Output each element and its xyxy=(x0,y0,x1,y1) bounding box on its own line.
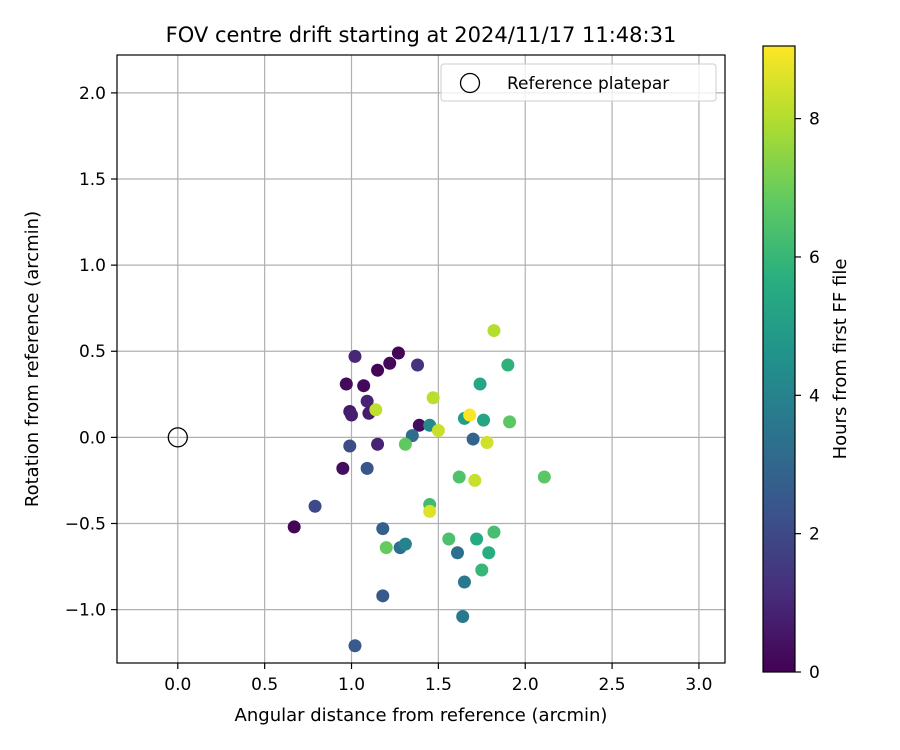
data-point xyxy=(287,520,301,534)
legend-box xyxy=(440,63,717,102)
x-tick-label: 0.5 xyxy=(251,675,278,695)
x-axis-title: Angular distance from reference (arcmin) xyxy=(235,705,608,726)
plot-frame xyxy=(116,54,726,664)
data-point xyxy=(452,470,466,484)
data-point xyxy=(383,356,397,370)
data-point xyxy=(371,437,385,451)
data-point xyxy=(482,546,496,560)
data-points xyxy=(287,324,551,653)
data-point xyxy=(466,432,480,446)
data-point xyxy=(431,423,445,437)
colorbar-gradient xyxy=(762,45,796,673)
y-tick-label: −0.5 xyxy=(65,514,106,534)
x-tick-label: 2.0 xyxy=(512,675,539,695)
y-tick-label: 1.5 xyxy=(79,170,106,190)
x-axis-ticks: 0.0 0.5 1.0 1.5 2.0 2.5 3.0 xyxy=(164,663,712,695)
colorbar-tick-label: 0 xyxy=(809,663,820,683)
colorbar-tick-label: 2 xyxy=(809,525,820,545)
data-point xyxy=(398,537,412,551)
data-point xyxy=(308,499,322,513)
data-point xyxy=(345,408,359,422)
x-tick-label: 1.0 xyxy=(338,675,365,695)
data-point xyxy=(379,541,393,555)
colorbar-title: Hours from first FF file xyxy=(830,259,851,460)
data-point xyxy=(343,439,357,453)
data-point xyxy=(501,358,515,372)
reference-point xyxy=(167,427,188,448)
x-tick-label: 0.0 xyxy=(164,675,191,695)
data-point xyxy=(398,437,412,451)
data-point xyxy=(336,461,350,475)
data-point xyxy=(426,391,440,405)
data-point xyxy=(411,358,425,372)
data-point xyxy=(442,532,456,546)
data-point xyxy=(475,563,489,577)
data-point xyxy=(457,575,471,589)
data-point xyxy=(360,394,374,408)
data-point xyxy=(487,525,501,539)
legend: Reference platepar xyxy=(440,63,717,102)
data-point xyxy=(348,639,362,653)
data-point xyxy=(450,546,464,560)
data-point xyxy=(376,522,390,536)
data-point xyxy=(480,436,494,450)
data-point xyxy=(473,377,487,391)
data-point xyxy=(537,470,551,484)
x-tick-label: 1.5 xyxy=(425,675,452,695)
data-point xyxy=(339,377,353,391)
data-point xyxy=(477,413,491,427)
y-tick-label: 0.5 xyxy=(79,342,106,362)
y-tick-label: 1.0 xyxy=(79,256,106,276)
colorbar-tick-label: 6 xyxy=(809,248,820,268)
data-point xyxy=(470,532,484,546)
data-point xyxy=(369,403,383,417)
y-axis-title: Rotation from reference (arcmin) xyxy=(22,211,43,507)
data-point xyxy=(463,408,477,422)
data-point xyxy=(456,609,470,623)
x-tick-label: 2.5 xyxy=(599,675,626,695)
data-point xyxy=(503,415,517,429)
data-point xyxy=(423,504,437,518)
data-point xyxy=(405,429,419,443)
reference-marker xyxy=(167,427,188,448)
colorbar: 0 2 4 6 8 Hours from first FF file xyxy=(762,45,851,683)
x-tick-label: 3.0 xyxy=(685,675,712,695)
colorbar-tick-label: 4 xyxy=(809,386,820,406)
y-axis-ticks: −1.0 −0.5 0.0 0.5 1.0 1.5 2.0 xyxy=(65,84,117,621)
data-point xyxy=(357,379,371,393)
data-point xyxy=(391,346,405,360)
grid xyxy=(117,55,725,663)
data-point xyxy=(487,324,501,338)
data-point xyxy=(360,461,374,475)
legend-entry-label: Reference platepar xyxy=(507,74,669,94)
legend-open-circle-icon xyxy=(459,72,481,94)
colorbar-tick-label: 8 xyxy=(809,110,820,130)
data-point xyxy=(468,473,482,487)
data-point xyxy=(348,349,362,363)
data-point xyxy=(412,418,426,432)
chart-title: FOV centre drift starting at 2024/11/17 … xyxy=(166,23,677,47)
colorbar-ticks: 0 2 4 6 8 xyxy=(795,110,820,683)
data-point xyxy=(376,589,390,603)
y-tick-label: 0.0 xyxy=(79,428,106,448)
data-point xyxy=(371,363,385,377)
y-tick-label: 2.0 xyxy=(79,84,106,104)
y-tick-label: −1.0 xyxy=(65,601,106,621)
